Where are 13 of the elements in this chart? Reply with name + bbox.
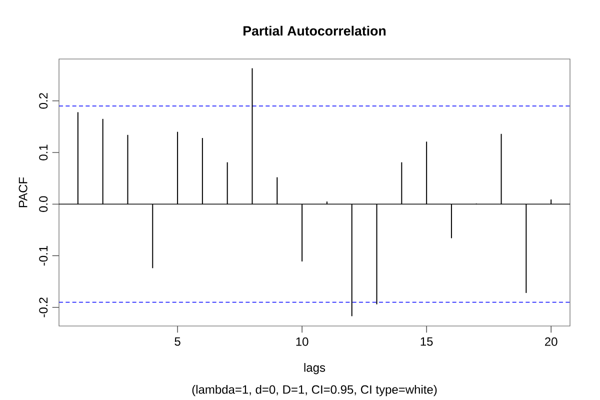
x-tick-label: 15 xyxy=(420,337,433,346)
x-tick-label: 10 xyxy=(296,337,308,346)
y-tick-label: 0.2 xyxy=(39,93,48,109)
y-tick-label: -0.1 xyxy=(39,246,48,266)
x-tick-label: 5 xyxy=(174,337,180,346)
y-tick-label: 0.0 xyxy=(39,196,48,212)
x-tick-label: 20 xyxy=(545,337,558,346)
x-axis-title: lags xyxy=(304,363,326,374)
y-axis-title: PACF xyxy=(18,177,28,208)
text: (lambda=1, d=0, D=1, CI=0.95, CI type=white) xyxy=(192,384,437,396)
y-tick-label: -0.2 xyxy=(39,298,48,318)
y-tick-label: 0.1 xyxy=(39,144,48,160)
chart-title: Partial Autocorrelation xyxy=(244,26,386,36)
